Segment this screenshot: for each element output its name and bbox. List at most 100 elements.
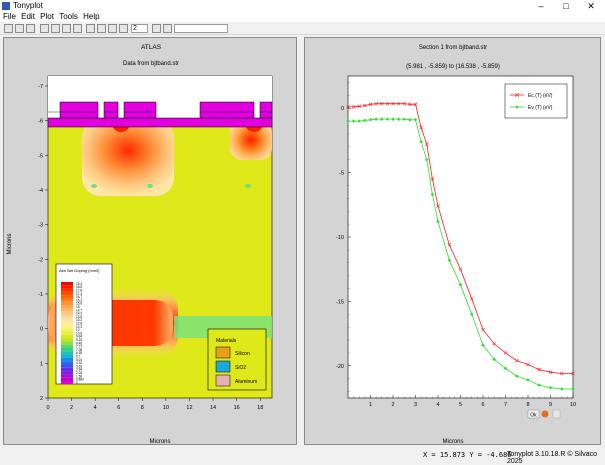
doping-swatch (61, 308, 73, 312)
doping-value: 13.6 (76, 315, 82, 319)
doping-value: 17.4 (76, 292, 82, 296)
doping-swatch (61, 357, 73, 362)
doping-swatch (61, 341, 73, 345)
series-point (408, 102, 412, 107)
doping-swatch (61, 364, 73, 368)
left-x-tick-label: 0 (46, 405, 49, 411)
materials-legend-title: Materials (216, 338, 237, 344)
band-y-tick-label: 0 (341, 106, 344, 112)
doping-swatch (61, 305, 73, 309)
series-point (492, 357, 497, 362)
print-icon[interactable] (15, 24, 24, 33)
menu-edit[interactable]: Edit (21, 12, 35, 21)
series-point (436, 219, 440, 224)
doping-value: 9.15 (76, 338, 82, 342)
save-icon[interactable] (26, 24, 35, 33)
series-point (447, 242, 452, 247)
series-point (413, 102, 418, 107)
series-point (396, 117, 401, 121)
doping-legend: Abs Net Doping (/cm3) 19.418.617.817.416… (55, 263, 113, 385)
doping-value: 0.869 (76, 378, 84, 382)
zoom-out-icon[interactable] (108, 24, 117, 33)
series-point (469, 312, 474, 317)
doping-swatch (61, 377, 73, 381)
band-legend: Ec (T) (eV) Ev (T) (eV) (504, 83, 568, 119)
series-point (374, 101, 378, 106)
doping-swatch (61, 295, 73, 299)
redo-icon[interactable] (163, 24, 172, 33)
axis-arrows-icon[interactable] (552, 409, 561, 419)
maximize-button[interactable]: □ (563, 1, 569, 11)
doping-value: 16.7 (76, 295, 82, 299)
series-point (363, 118, 367, 123)
menu-bar: File Edit Plot Tools Help (0, 12, 605, 22)
left-x-tick-label: 14 (210, 405, 216, 411)
band-x-tick-label: 9 (549, 402, 552, 408)
chart-subtitle: (5.981 , -5.859) to (16.538 , -5.859) (406, 64, 500, 70)
series-point (368, 102, 373, 107)
selection-dropdown[interactable] (174, 24, 228, 33)
series-point (391, 117, 395, 121)
doping-value: 7.08 (76, 348, 82, 352)
band-x-tick-label: 3 (414, 402, 417, 408)
doping-value: 3.63 (76, 364, 82, 368)
series-point (430, 192, 435, 197)
series-point (537, 367, 542, 372)
doping-swatch (61, 374, 73, 378)
doping-value: 17.8 (76, 289, 82, 293)
band-x-tick-label: 8 (526, 402, 529, 408)
undo-icon[interactable] (152, 24, 161, 33)
series-point (469, 297, 474, 301)
series-point (492, 342, 497, 346)
material-swatch (215, 346, 231, 359)
doping-swatch (61, 321, 73, 325)
band-x-tick-label: 2 (391, 402, 394, 408)
reset-icon[interactable] (541, 410, 549, 418)
open-icon[interactable] (4, 24, 13, 33)
doping-swatch (61, 367, 73, 372)
structure-plot-panel[interactable]: ATLAS Data from bjtband.str 0 2 4 6 8 10 12 14 1… (3, 37, 297, 445)
menu-file[interactable]: File (3, 12, 16, 21)
series-point (526, 362, 530, 367)
zoom-in-icon[interactable] (97, 24, 106, 33)
series-point (351, 119, 356, 123)
series-point (402, 101, 407, 106)
copy-icon[interactable] (51, 24, 60, 33)
oxide-layer (47, 117, 273, 128)
band-plot-panel[interactable]: Section 1 from bjtband.str (5.981 , -5.8… (304, 37, 601, 445)
aluminum-contacts (59, 101, 273, 119)
pan-icon[interactable] (86, 24, 95, 33)
doping-swatch (61, 291, 73, 296)
refresh-icon[interactable] (73, 24, 82, 33)
structure-plot[interactable]: ATLAS Data from bjtband.str 0 2 4 6 8 10 12 14 1… (4, 38, 298, 446)
band-series (346, 101, 575, 391)
series-point (424, 142, 429, 147)
series-point (424, 157, 429, 162)
minimize-button[interactable]: – (538, 1, 544, 11)
doping-value: 2.94 (76, 368, 82, 372)
doping-swatch (61, 285, 73, 289)
layout-icon[interactable] (62, 24, 71, 33)
band-x-tick-label: 5 (459, 402, 462, 408)
doping-value: 12.3 (76, 325, 82, 329)
menu-plot[interactable]: Plot (40, 12, 54, 21)
menu-tools[interactable]: Tools (59, 12, 78, 21)
doping-value: 1.56 (76, 374, 82, 378)
import-icon[interactable] (40, 24, 49, 33)
ok-button[interactable]: Ok (527, 409, 540, 418)
menu-help[interactable]: Help (83, 12, 100, 21)
left-x-axis: 0 2 4 6 8 10 12 14 16 18 (46, 398, 263, 411)
close-button[interactable]: ✕ (587, 1, 595, 11)
series-point (346, 105, 350, 109)
material-name: Aluminum (235, 379, 257, 385)
credit-text: Tonyplot 3.10.18.R © Silvaco 2025 (507, 451, 597, 465)
left-y-tick-label: -4 (38, 188, 43, 194)
doping-swatch (61, 328, 73, 332)
left-x-tick-label: 8 (141, 405, 144, 411)
band-diagram-chart[interactable]: Section 1 from bjtband.str (5.981 , -5.8… (305, 38, 602, 446)
zoom-level-field[interactable]: 2 (131, 24, 148, 33)
left-x-tick-label: 16 (234, 405, 240, 411)
doping-value: 12.8 (76, 322, 82, 326)
left-y-tick-label: -3 (38, 223, 43, 229)
zoom-fit-icon[interactable] (119, 24, 128, 33)
